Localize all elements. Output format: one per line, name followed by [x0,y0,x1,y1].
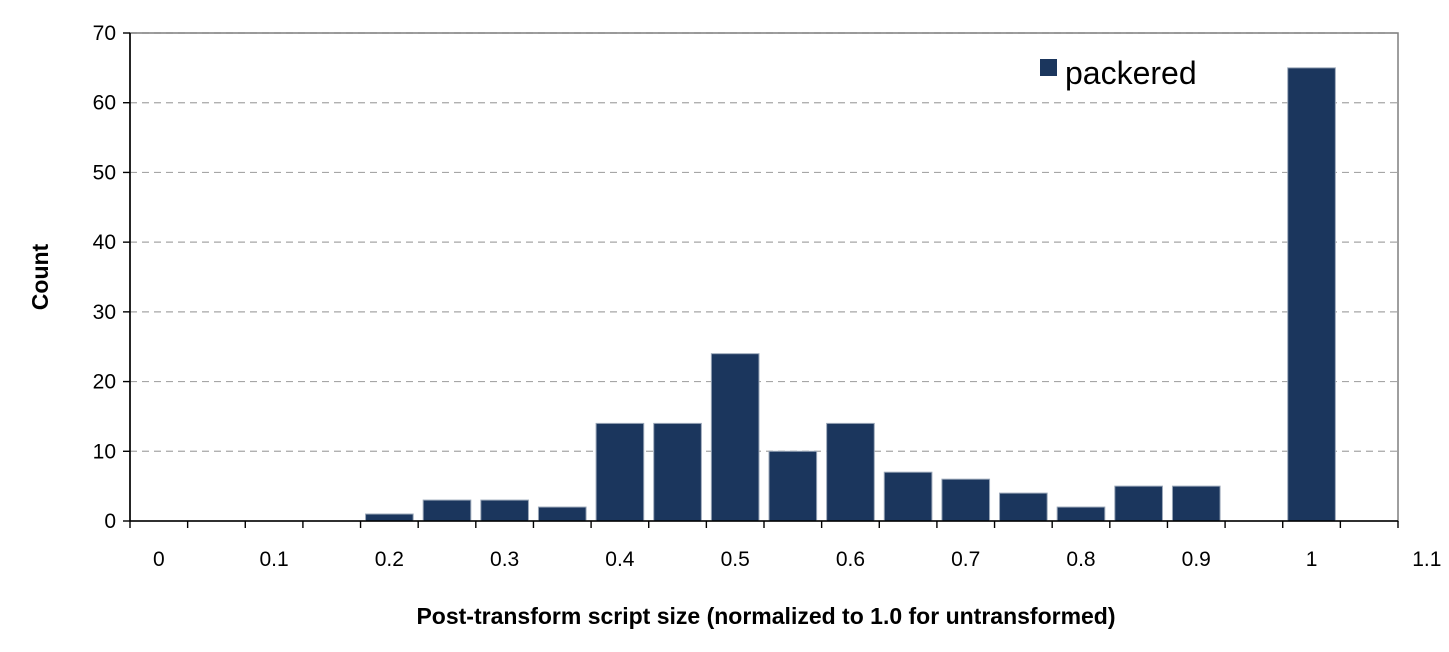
y-tick-labels: 0 10 20 30 40 50 60 70 [93,22,116,533]
y-tick-label: 50 [93,161,116,184]
bar [826,422,875,522]
y-tick-label: 20 [93,371,116,394]
bar [768,450,818,522]
bar [710,353,760,522]
x-tick-label: 0.4 [605,548,635,571]
y-axis-title: Count [27,243,53,310]
x-tick-label: 0.7 [951,548,980,571]
legend-label: packered [1065,55,1197,91]
plot-area-frame [129,32,1399,522]
bar [422,499,472,522]
bar [653,422,702,522]
bar [537,506,587,522]
bar [883,471,933,522]
x-tick-label: 0.8 [1066,548,1095,571]
x-tick-label: 0.3 [490,548,519,571]
y-tick-label: 30 [93,301,116,324]
x-tick-label: 0.6 [836,548,865,571]
bars [365,67,1336,522]
y-tick-label: 40 [93,231,116,254]
x-tick-label: 0 [153,548,165,571]
bar [480,499,529,522]
x-tick-label: 0.2 [375,548,404,571]
legend-swatch [1040,59,1057,76]
x-tick-label: 1.1 [1412,548,1441,571]
x-tick-label: 0.5 [721,548,750,571]
bar [1287,67,1336,522]
bar [1114,485,1163,522]
y-tick-label: 60 [93,92,116,115]
axes [123,32,1399,528]
bar [941,478,991,522]
x-tick-label: 1 [1306,548,1318,571]
bar [1056,506,1106,522]
legend: packered [1040,55,1197,91]
y-tick-label: 10 [93,440,116,463]
x-tick-labels: 0 0.1 0.2 0.3 0.4 0.5 0.6 0.7 0.8 0.9 1 1.1 [153,548,1441,571]
x-axis-title: Post-transform script size (normalized t… [416,603,1115,629]
y-tick-label: 70 [93,22,116,45]
gridlines [130,32,1398,452]
x-tick-label: 0.1 [259,548,288,571]
bar [1171,485,1221,522]
bar [365,513,414,522]
bar [595,422,645,522]
bar [999,492,1048,522]
x-tick-label: 0.9 [1182,548,1211,571]
y-tick-label: 0 [104,510,116,533]
